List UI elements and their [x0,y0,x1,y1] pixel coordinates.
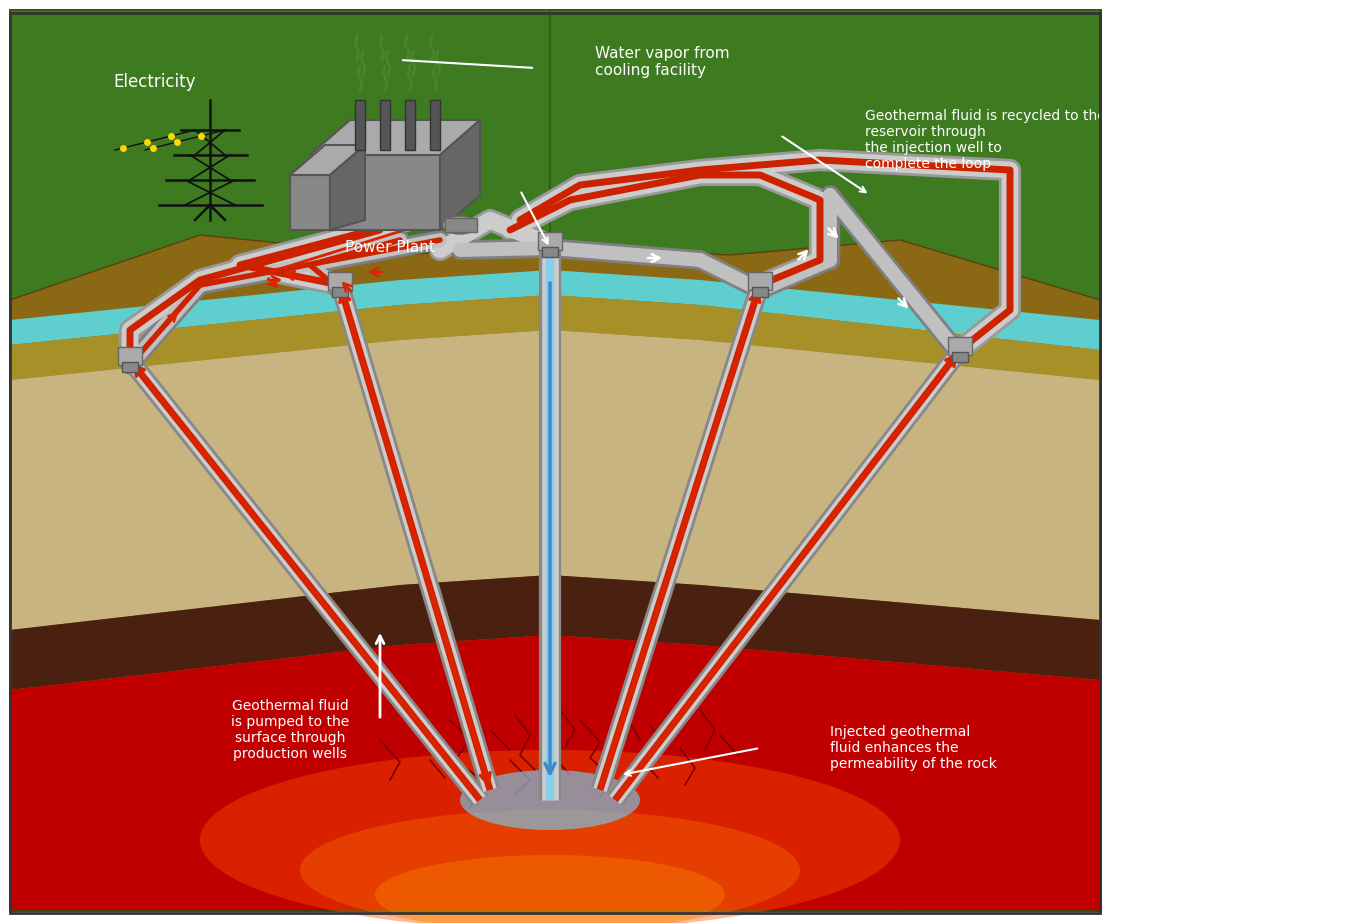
Text: Water vapor from
cooling facility: Water vapor from cooling facility [595,46,729,78]
Ellipse shape [300,810,801,923]
Ellipse shape [375,855,725,923]
Bar [117,347,142,365]
Polygon shape [329,145,364,230]
Bar [752,287,768,297]
Polygon shape [355,100,364,150]
Polygon shape [379,100,390,150]
Polygon shape [440,120,481,230]
Ellipse shape [460,770,640,830]
Text: Geothermal fluid
is pumped to the
surface through
production wells: Geothermal fluid is pumped to the surfac… [231,699,350,761]
Text: Geothermal fluid is recycled to the
reservoir through
the injection well to
comp: Geothermal fluid is recycled to the rese… [865,109,1106,172]
Ellipse shape [443,216,478,234]
Ellipse shape [200,750,900,923]
Polygon shape [290,145,364,175]
Polygon shape [310,155,440,230]
Bar [446,218,477,232]
Polygon shape [290,175,329,230]
Polygon shape [310,120,481,155]
Bar [328,272,352,290]
Polygon shape [405,100,414,150]
Bar [9,13,1100,913]
Bar [539,232,562,250]
Polygon shape [9,575,1100,690]
Polygon shape [9,10,1100,910]
Text: Power Plant: Power Plant [346,241,435,256]
Bar [122,362,138,372]
Polygon shape [9,270,1100,350]
Bar [332,287,348,297]
Polygon shape [9,10,549,310]
Polygon shape [549,10,1100,310]
Polygon shape [9,295,1100,380]
Bar [748,272,772,290]
Bar [952,352,968,362]
Polygon shape [9,635,1100,910]
Bar [541,247,558,257]
Text: Electricity: Electricity [113,73,196,91]
Polygon shape [9,235,1100,910]
Polygon shape [431,100,440,150]
Bar [948,337,972,355]
Text: Injected geothermal
fluid enhances the
permeability of the rock: Injected geothermal fluid enhances the p… [830,725,996,772]
Polygon shape [9,330,1100,630]
